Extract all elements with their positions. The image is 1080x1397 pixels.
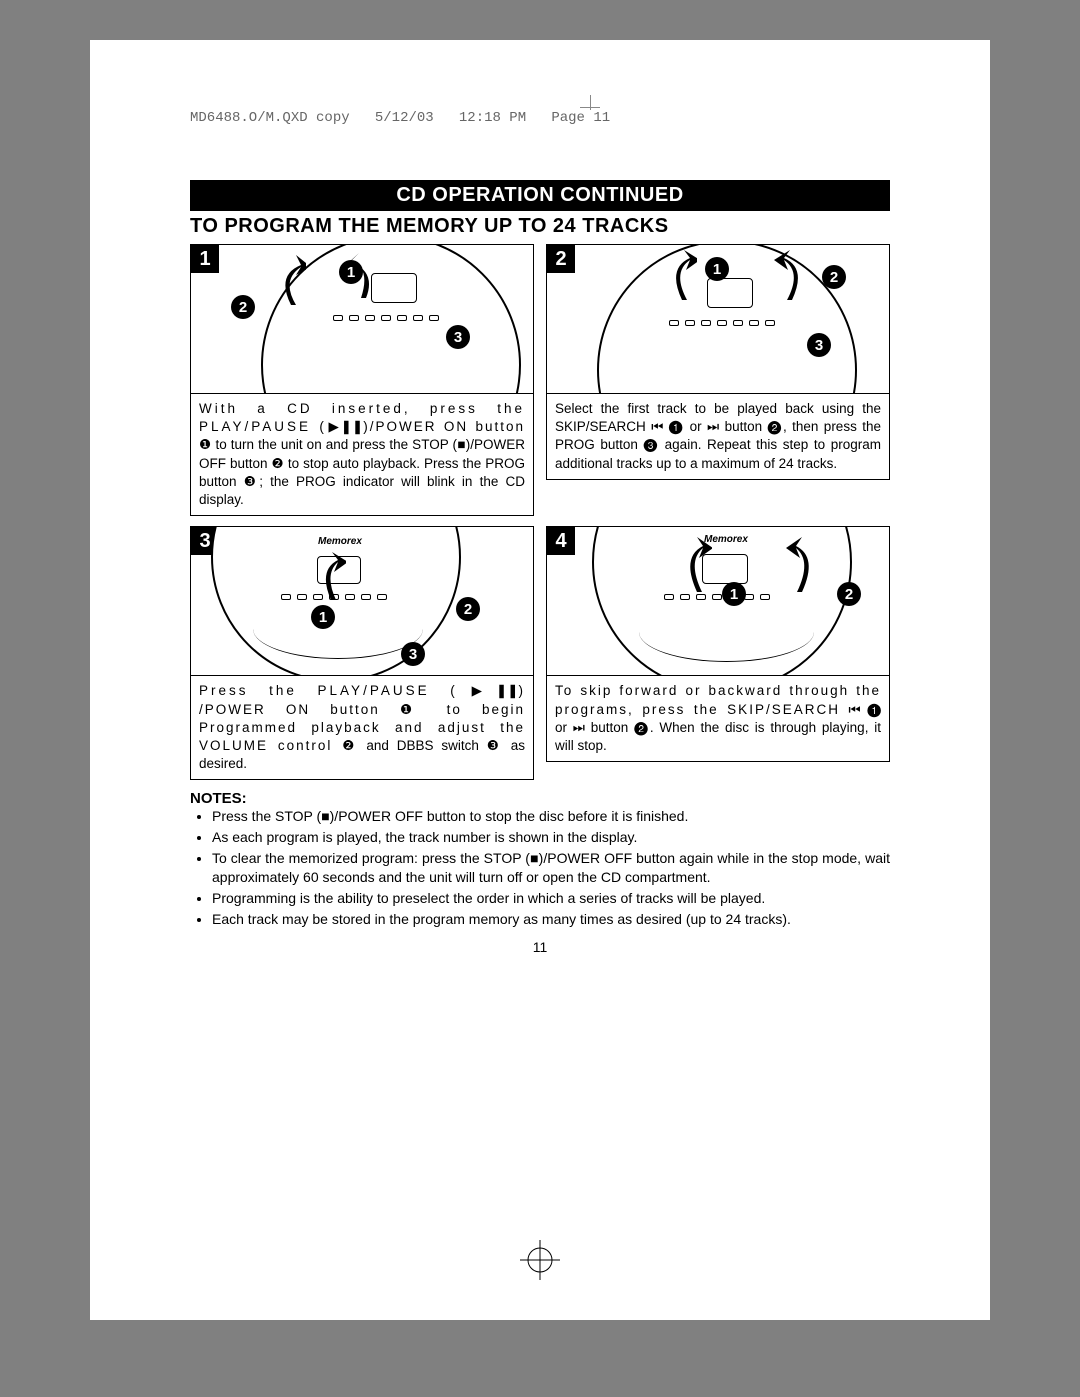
callout-2: 2 xyxy=(837,582,861,606)
step-caption: Press the PLAY/PAUSE (▶❚❚) /POWER ON but… xyxy=(190,676,534,780)
arrow-icon xyxy=(767,537,822,597)
step-caption: With a CD inserted, press the PLAY/PAUSE… xyxy=(190,394,534,516)
print-header: MD6488.O/M.QXD copy 5/12/03 12:18 PM Pag… xyxy=(190,110,610,126)
arrow-icon xyxy=(657,537,712,597)
step-caption: To skip forward or backward through the … xyxy=(546,676,890,762)
header-filename: MD6488.O/M.QXD copy xyxy=(190,110,350,126)
step-figure-4: 4 Memorex 1 2 xyxy=(546,526,890,676)
callout-3: 3 xyxy=(446,325,470,349)
page-number: 11 xyxy=(190,939,890,955)
arrow-icon xyxy=(296,552,346,607)
callout-1: 1 xyxy=(339,260,363,284)
notes-list: Press the STOP (■)/POWER OFF button to s… xyxy=(190,807,890,928)
list-item: To clear the memorized program: press th… xyxy=(212,849,890,887)
step-cell: 3 Memorex 1 2 3 xyxy=(190,526,534,780)
list-item: Press the STOP (■)/POWER OFF button to s… xyxy=(212,807,890,826)
button-row xyxy=(669,320,775,326)
device-curve xyxy=(253,629,423,659)
step-figure-1: 1 2 1 3 xyxy=(190,244,534,394)
steps-grid: 1 2 1 3 With a CD inserte xyxy=(190,244,890,780)
header-date: 5/12/03 xyxy=(375,110,434,126)
arrow-icon xyxy=(757,250,812,305)
subsection-title: TO PROGRAM THE MEMORY UP TO 24 TRACKS xyxy=(190,211,890,244)
manual-page: MD6488.O/M.QXD copy 5/12/03 12:18 PM Pag… xyxy=(90,40,990,1320)
step-figure-3: 3 Memorex 1 2 3 xyxy=(190,526,534,676)
callout-3: 3 xyxy=(401,642,425,666)
header-time: 12:18 PM xyxy=(459,110,526,126)
step-cell: 2 1 2 3 Select the first xyxy=(546,244,890,516)
header-page: Page 11 xyxy=(551,110,610,126)
brand-label: Memorex xyxy=(318,536,362,547)
step-figure-2: 2 1 2 3 xyxy=(546,244,890,394)
page-content: CD OPERATION CONTINUED TO PROGRAM THE ME… xyxy=(190,180,890,955)
callout-3: 3 xyxy=(807,333,831,357)
lcd-display xyxy=(707,278,753,308)
step-caption: Select the first track to be played back… xyxy=(546,394,890,480)
notes-heading: NOTES: xyxy=(190,790,890,807)
button-row xyxy=(333,315,439,321)
callout-2: 2 xyxy=(231,295,255,319)
section-title: CD OPERATION CONTINUED xyxy=(190,180,890,211)
step-number-badge: 2 xyxy=(547,245,575,273)
list-item: As each program is played, the track num… xyxy=(212,828,890,847)
list-item: Each track may be stored in the program … xyxy=(212,910,890,929)
callout-2: 2 xyxy=(456,597,480,621)
arrow-icon xyxy=(246,255,306,315)
registration-mark-icon xyxy=(520,1240,560,1280)
callout-2: 2 xyxy=(822,265,846,289)
step-number-badge: 1 xyxy=(191,245,219,273)
step-cell: 1 2 1 3 With a CD inserte xyxy=(190,244,534,516)
step-number-badge: 4 xyxy=(547,527,575,555)
step-cell: 4 Memorex 1 2 xyxy=(546,526,890,780)
callout-1: 1 xyxy=(705,257,729,281)
list-item: Programming is the ability to preselect … xyxy=(212,889,890,908)
arrow-icon xyxy=(642,250,697,305)
device-curve xyxy=(639,632,814,662)
